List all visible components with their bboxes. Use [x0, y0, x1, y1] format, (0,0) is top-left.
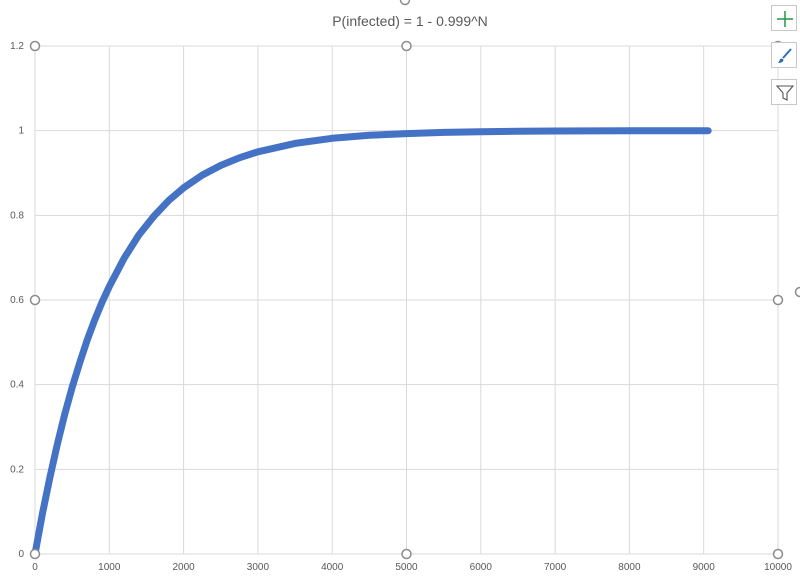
series-line-0[interactable] [31, 127, 712, 558]
y-tick-label: 1 [18, 126, 24, 137]
y-tick-label: 0.2 [10, 464, 24, 475]
resize-handle[interactable] [29, 294, 41, 306]
x-tick-label: 2000 [172, 562, 195, 573]
y-tick-label: 0.8 [10, 210, 24, 221]
resize-handle[interactable] [399, 0, 411, 6]
resize-handle[interactable] [29, 40, 41, 52]
x-tick-label: 4000 [321, 562, 344, 573]
tick-label-layer: 0 0.2 0.4 0.6 0.8 1 1.2 0 1000 2000 3000 4000 5000 60… [10, 41, 792, 573]
y-tick-label: 1.2 [10, 41, 24, 52]
resize-handle[interactable] [401, 40, 412, 52]
y-tick-label: 0.6 [10, 295, 24, 306]
chart-title[interactable]: P(infected) = 1 - 0.999^N [332, 13, 488, 29]
x-tick-label: 1000 [98, 562, 121, 573]
chart-filters-button[interactable] [771, 79, 797, 105]
x-tick-label: 8000 [618, 562, 641, 573]
brush-icon [778, 48, 792, 63]
resize-handle[interactable] [401, 548, 412, 560]
funnel-icon [775, 85, 795, 101]
resize-handle[interactable] [772, 294, 784, 306]
resize-handles[interactable] [29, 0, 800, 560]
resize-handle[interactable] [29, 548, 41, 560]
y-tick-label: 0 [18, 549, 24, 560]
y-tick-label: 0.4 [10, 380, 24, 391]
x-tick-label: 9000 [693, 562, 716, 573]
chart-elements-button[interactable] [771, 5, 797, 31]
x-tick-label: 5000 [395, 562, 418, 573]
x-tick-label: 3000 [247, 562, 270, 573]
resize-handle[interactable] [772, 548, 784, 560]
chart-styles-button[interactable] [771, 42, 797, 68]
x-tick-label: 6000 [470, 562, 493, 573]
x-tick-label: 0 [32, 562, 38, 573]
resize-handle[interactable] [794, 286, 800, 298]
plus-icon [777, 11, 793, 27]
x-tick-label: 10000 [764, 562, 792, 573]
series-layer[interactable] [31, 127, 712, 558]
grid-layer [34, 45, 779, 555]
x-tick-label: 7000 [544, 562, 567, 573]
